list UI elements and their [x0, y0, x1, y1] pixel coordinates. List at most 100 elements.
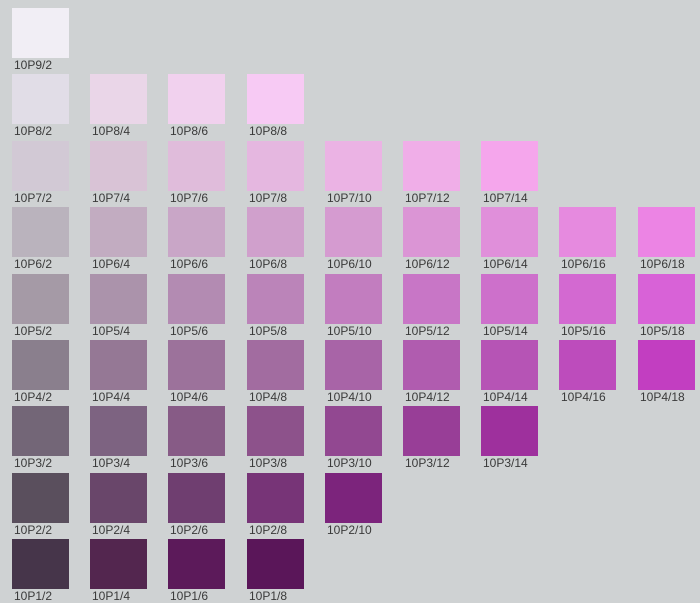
- swatch-label: 10P4/14: [483, 390, 528, 404]
- swatch-label: 10P7/8: [249, 191, 288, 205]
- color-swatch: [325, 473, 382, 523]
- color-swatch: [247, 340, 304, 390]
- swatch-label: 10P8/6: [170, 124, 209, 138]
- swatch-label: 10P5/18: [640, 324, 685, 338]
- swatch-label: 10P9/2: [14, 58, 53, 72]
- color-swatch: [481, 340, 538, 390]
- swatch-label: 10P6/16: [561, 257, 606, 271]
- swatch-label: 10P3/14: [483, 456, 528, 470]
- color-swatch: [90, 141, 147, 191]
- swatch-label: 10P5/14: [483, 324, 528, 338]
- color-swatch: [12, 207, 69, 257]
- color-swatch: [168, 207, 225, 257]
- color-swatch: [325, 406, 382, 456]
- swatch-label: 10P3/6: [170, 456, 209, 470]
- color-swatch: [481, 207, 538, 257]
- color-swatch: [12, 274, 69, 324]
- color-swatch: [247, 74, 304, 124]
- color-swatch: [325, 141, 382, 191]
- color-swatch: [403, 207, 460, 257]
- color-swatch: [12, 340, 69, 390]
- swatch-label: 10P6/6: [170, 257, 209, 271]
- swatch-label: 10P7/14: [483, 191, 528, 205]
- color-swatch: [559, 340, 616, 390]
- swatch-label: 10P6/18: [640, 257, 685, 271]
- swatch-label: 10P2/8: [249, 523, 288, 537]
- swatch-label: 10P1/6: [170, 589, 209, 603]
- swatch-label: 10P4/4: [92, 390, 131, 404]
- color-swatch: [638, 274, 695, 324]
- color-swatch: [403, 340, 460, 390]
- color-swatch: [168, 74, 225, 124]
- swatch-label: 10P2/2: [14, 523, 53, 537]
- swatch-label: 10P8/8: [249, 124, 288, 138]
- color-swatch: [325, 207, 382, 257]
- color-swatch: [247, 274, 304, 324]
- swatch-label: 10P4/2: [14, 390, 53, 404]
- swatch-label: 10P4/16: [561, 390, 606, 404]
- swatch-label: 10P6/12: [405, 257, 450, 271]
- swatch-label: 10P7/2: [14, 191, 53, 205]
- color-swatch: [90, 340, 147, 390]
- color-swatch: [638, 207, 695, 257]
- swatch-label: 10P8/4: [92, 124, 131, 138]
- swatch-label: 10P6/4: [92, 257, 131, 271]
- swatch-label: 10P5/4: [92, 324, 131, 338]
- color-swatch: [247, 539, 304, 589]
- color-swatch: [90, 74, 147, 124]
- color-swatch: [481, 274, 538, 324]
- color-swatch: [325, 340, 382, 390]
- color-swatch: [168, 406, 225, 456]
- swatch-label: 10P8/2: [14, 124, 53, 138]
- swatch-label: 10P1/2: [14, 589, 53, 603]
- color-swatch: [90, 539, 147, 589]
- swatch-label: 10P5/10: [327, 324, 372, 338]
- swatch-label: 10P4/18: [640, 390, 685, 404]
- color-swatch: [247, 406, 304, 456]
- color-swatch: [481, 141, 538, 191]
- swatch-label: 10P5/6: [170, 324, 209, 338]
- swatch-label: 10P4/6: [170, 390, 209, 404]
- color-swatch: [90, 406, 147, 456]
- swatch-label: 10P3/10: [327, 456, 372, 470]
- color-swatch: [325, 274, 382, 324]
- swatch-label: 10P3/8: [249, 456, 288, 470]
- color-swatch: [90, 473, 147, 523]
- swatch-label: 10P7/10: [327, 191, 372, 205]
- color-swatch: [168, 141, 225, 191]
- color-swatch: [247, 207, 304, 257]
- color-swatch: [481, 406, 538, 456]
- color-swatch: [12, 406, 69, 456]
- swatch-label: 10P7/12: [405, 191, 450, 205]
- swatch-label: 10P5/2: [14, 324, 53, 338]
- swatch-label: 10P6/10: [327, 257, 372, 271]
- color-swatch: [638, 340, 695, 390]
- swatch-label: 10P4/8: [249, 390, 288, 404]
- swatch-label: 10P6/14: [483, 257, 528, 271]
- color-swatch: [403, 141, 460, 191]
- color-swatch: [90, 207, 147, 257]
- swatch-label: 10P6/8: [249, 257, 288, 271]
- color-swatch: [403, 406, 460, 456]
- swatch-label: 10P1/8: [249, 589, 288, 603]
- swatch-label: 10P2/6: [170, 523, 209, 537]
- color-swatch: [12, 74, 69, 124]
- color-swatch: [403, 274, 460, 324]
- swatch-label: 10P3/2: [14, 456, 53, 470]
- color-swatch: [168, 340, 225, 390]
- color-swatch: [12, 539, 69, 589]
- swatch-label: 10P5/12: [405, 324, 450, 338]
- swatch-label: 10P4/12: [405, 390, 450, 404]
- swatch-label: 10P7/4: [92, 191, 131, 205]
- color-swatch: [168, 539, 225, 589]
- swatch-label: 10P2/4: [92, 523, 131, 537]
- color-swatch: [90, 274, 147, 324]
- swatch-label: 10P5/16: [561, 324, 606, 338]
- color-swatch: [12, 8, 69, 58]
- swatch-label: 10P3/4: [92, 456, 131, 470]
- color-swatch: [168, 473, 225, 523]
- color-swatch: [12, 473, 69, 523]
- color-swatch: [559, 274, 616, 324]
- swatch-label: 10P2/10: [327, 523, 372, 537]
